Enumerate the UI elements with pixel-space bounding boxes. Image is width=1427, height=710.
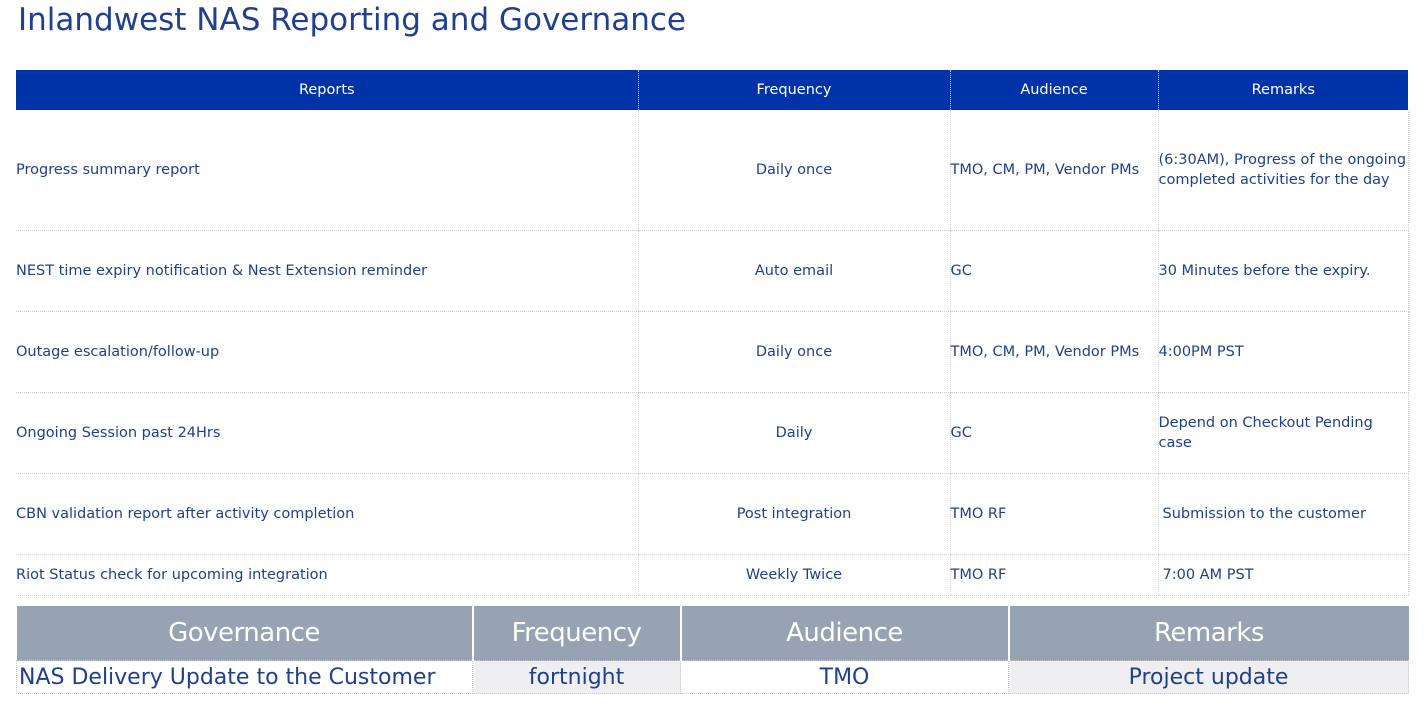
remarks-cell: Project update: [1008, 660, 1409, 694]
remarks-cell: Depend on Checkout Pending case: [1158, 392, 1409, 474]
report-name-cell: Outage escalation/follow-up: [16, 311, 639, 393]
audience-cell: GC: [950, 392, 1159, 474]
header-remarks: Remarks: [1158, 70, 1408, 110]
frequency-cell: Daily once: [638, 311, 951, 393]
table-row: NAS Delivery Update to the Customer fort…: [16, 660, 1409, 694]
remarks-cell: 7:00 AM PST: [1158, 554, 1409, 596]
header-audience: Audience: [680, 606, 1010, 661]
audience-cell: TMO RF: [950, 473, 1159, 555]
table-row: NEST time expiry notification & Nest Ext…: [16, 230, 1409, 312]
header-audience: Audience: [950, 70, 1159, 110]
governance-header-row: Governance Frequency Audience Remarks: [16, 606, 1409, 661]
page-title: Inlandwest NAS Reporting and Governance: [18, 2, 686, 38]
report-name-cell: CBN validation report after activity com…: [16, 473, 639, 555]
reports-header-row: Reports Frequency Audience Remarks: [16, 70, 1408, 110]
report-name-cell: Progress summary report: [16, 110, 639, 231]
audience-cell: TMO, CM, PM, Vendor PMs: [950, 110, 1159, 231]
frequency-cell: Daily once: [638, 110, 951, 231]
audience-cell: TMO, CM, PM, Vendor PMs: [950, 311, 1159, 393]
table-row: Ongoing Session past 24Hrs Daily GC Depe…: [16, 392, 1409, 474]
header-governance: Governance: [16, 606, 474, 661]
governance-table: Governance Frequency Audience Remarks NA…: [16, 606, 1409, 694]
frequency-cell: Post integration: [638, 473, 951, 555]
remarks-cell: Submission to the customer: [1158, 473, 1409, 555]
audience-cell: GC: [950, 230, 1159, 312]
report-name-cell: NEST time expiry notification & Nest Ext…: [16, 230, 639, 312]
table-row: Outage escalation/follow-up Daily once T…: [16, 311, 1409, 393]
remarks-cell: 30 Minutes before the expiry.: [1158, 230, 1409, 312]
table-row: Riot Status check for upcoming integrati…: [16, 554, 1409, 596]
reports-table: Reports Frequency Audience Remarks Progr…: [16, 70, 1409, 596]
frequency-cell: Daily: [638, 392, 951, 474]
remarks-cell: (6:30AM), Progress of the ongoing comple…: [1158, 110, 1409, 231]
governance-name-cell: NAS Delivery Update to the Customer: [16, 660, 473, 694]
audience-cell: TMO RF: [950, 554, 1159, 596]
frequency-cell: fortnight: [472, 660, 681, 694]
audience-cell: TMO: [680, 660, 1009, 694]
frequency-cell: Auto email: [638, 230, 951, 312]
header-remarks: Remarks: [1008, 606, 1409, 661]
report-name-cell: Riot Status check for upcoming integrati…: [16, 554, 639, 596]
report-name-cell: Ongoing Session past 24Hrs: [16, 392, 639, 474]
table-row: CBN validation report after activity com…: [16, 473, 1409, 555]
table-row: Progress summary report Daily once TMO, …: [16, 110, 1409, 231]
header-frequency: Frequency: [638, 70, 951, 110]
frequency-cell: Weekly Twice: [638, 554, 951, 596]
header-reports: Reports: [16, 70, 639, 110]
header-frequency: Frequency: [472, 606, 682, 661]
remarks-cell: 4:00PM PST: [1158, 311, 1409, 393]
